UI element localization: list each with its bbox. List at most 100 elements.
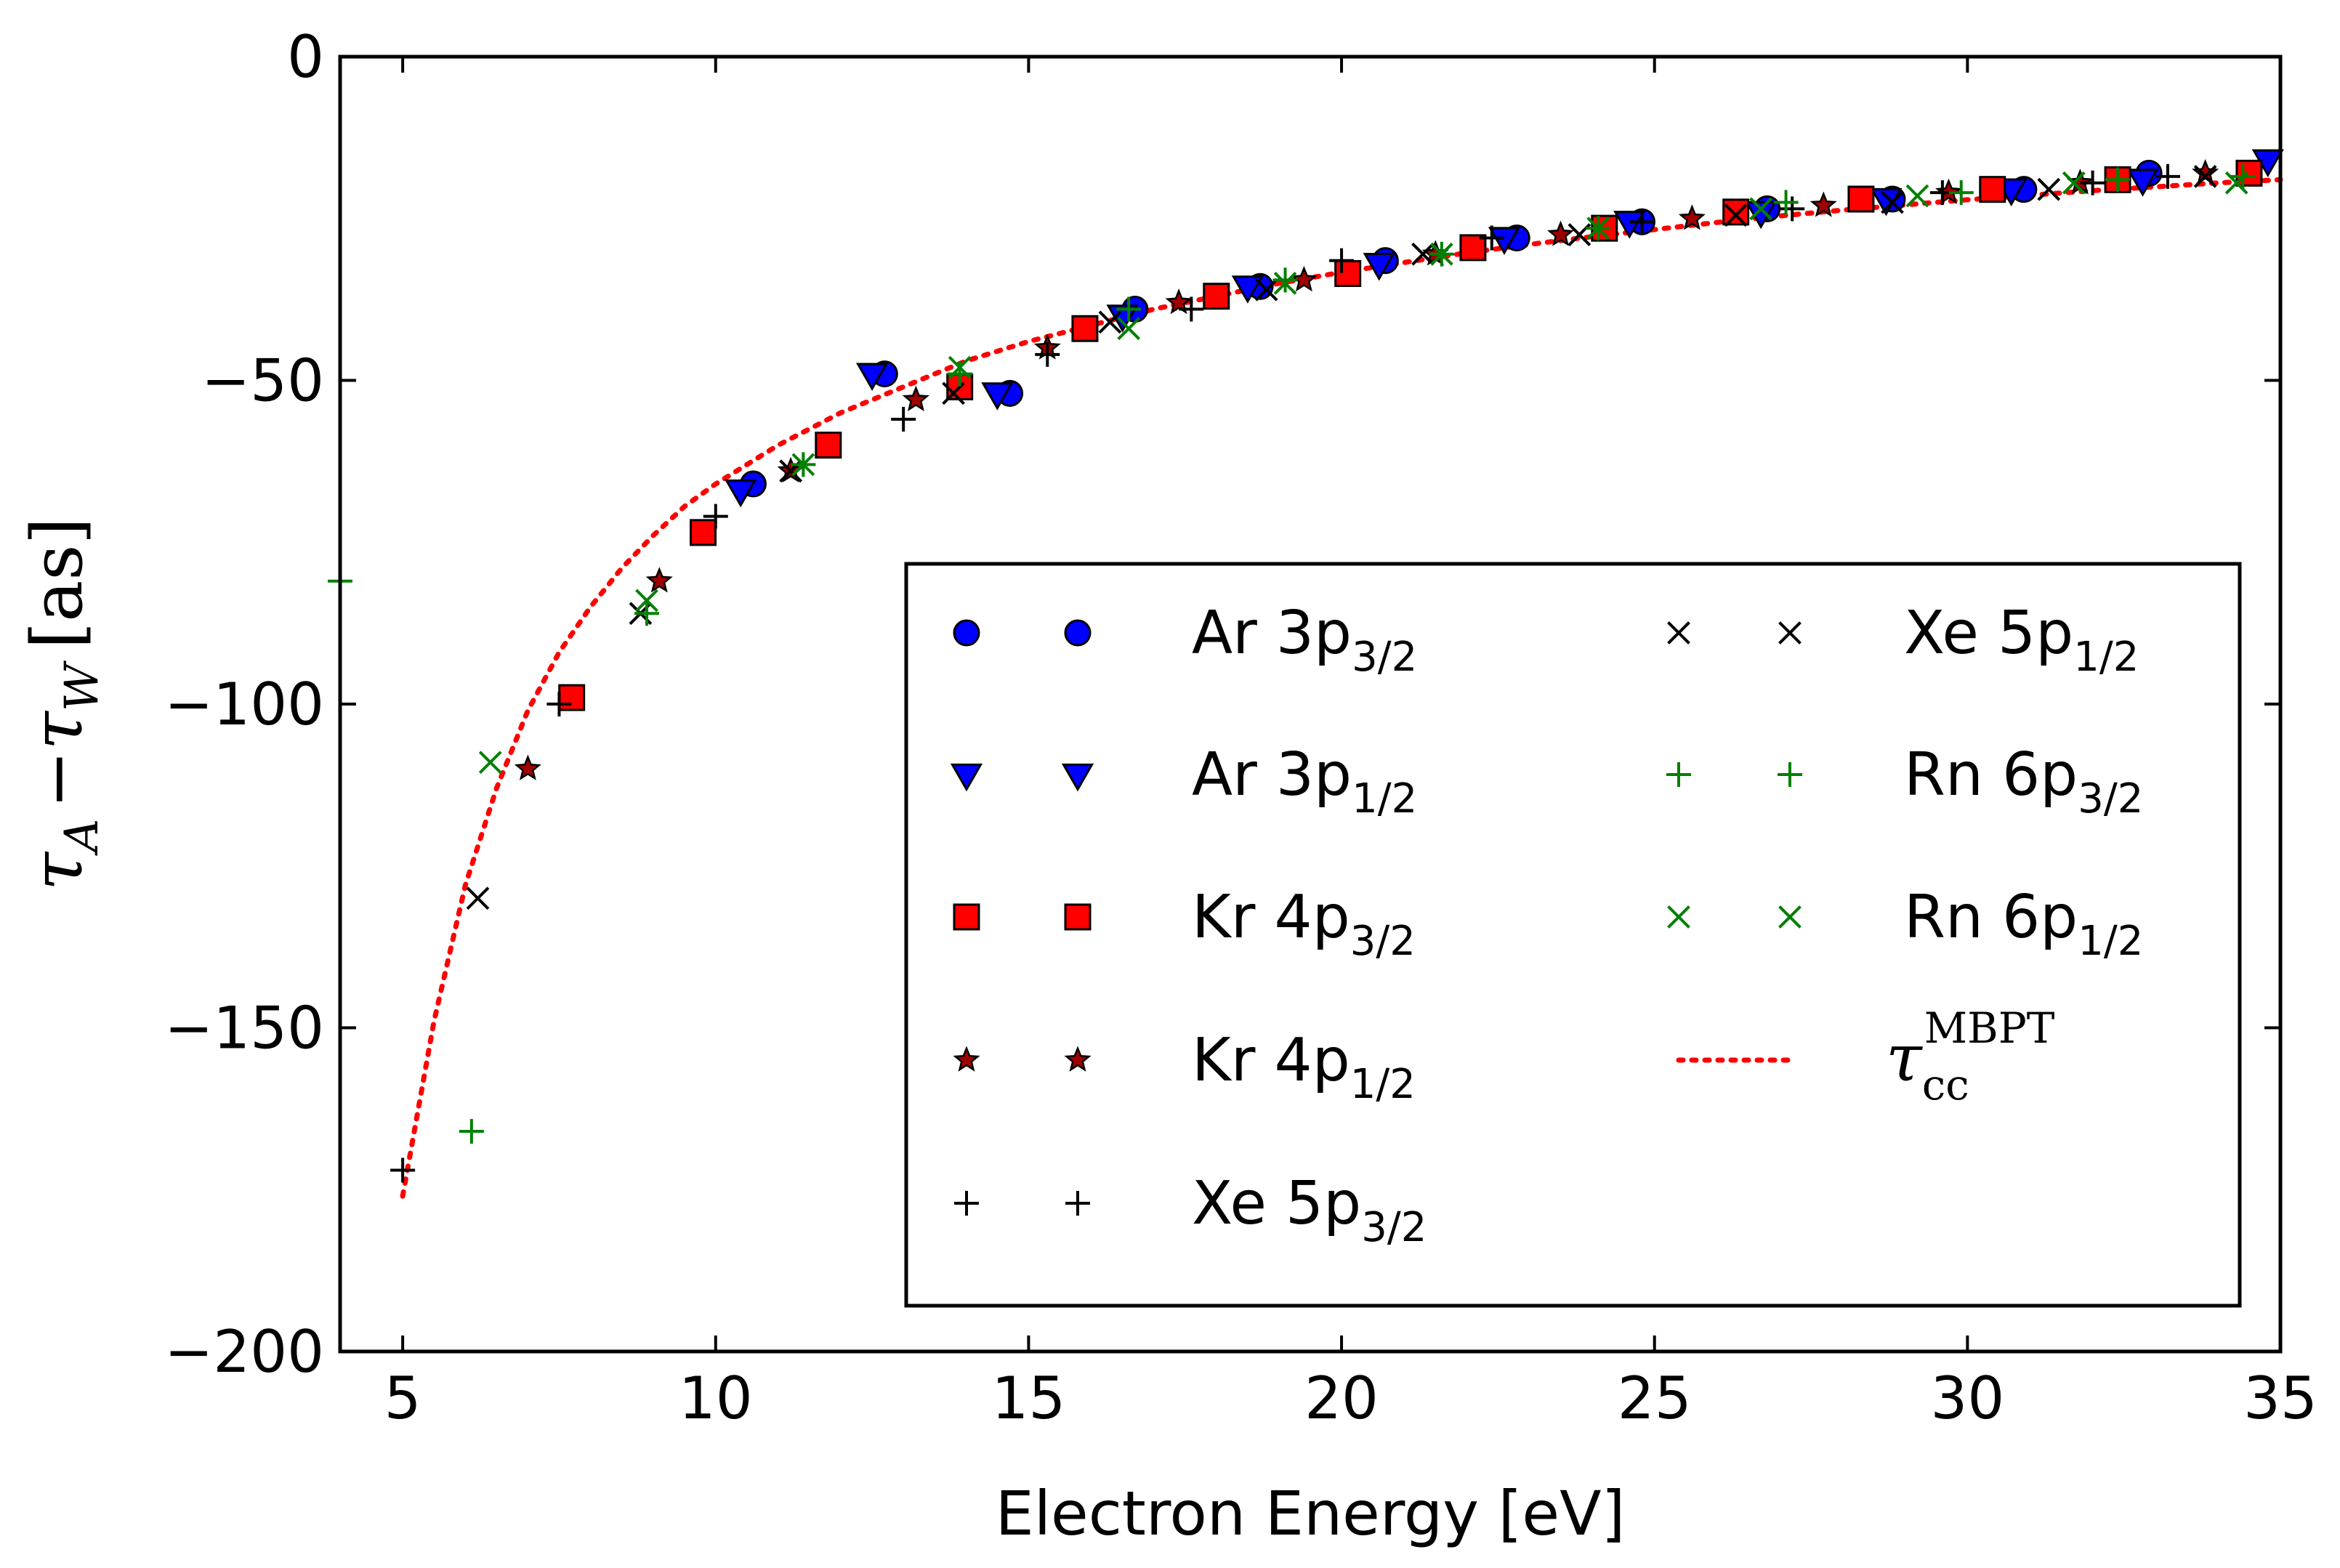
data-point-series-2: [558, 684, 586, 711]
data-point-series-4: [1035, 342, 1060, 367]
data-point-series-4: [2080, 170, 2105, 195]
data-point-series-3: [645, 567, 673, 593]
legend-marker: [953, 903, 980, 931]
y-tick-label: −50: [201, 347, 324, 415]
data-point-series-2: [815, 432, 842, 459]
data-point-series-7: [1586, 217, 1610, 240]
data-point-series-5: [1098, 310, 1122, 334]
data-point-series-2: [690, 519, 717, 546]
data-point-series-1: [1231, 275, 1264, 304]
data-point-series-7: [635, 589, 658, 613]
data-point-series-7: [2224, 171, 2248, 195]
data-point-series-5: [466, 886, 490, 910]
data-point-series-3: [1547, 220, 1575, 246]
legend-marker: [1778, 762, 1802, 787]
legend-marker: [953, 619, 980, 647]
data-point-series-7: [1905, 184, 1929, 208]
y-tick-label: 0: [287, 23, 324, 91]
data-point-series-4: [390, 1157, 416, 1183]
data-point-series-3: [1165, 288, 1193, 315]
data-point-series-7: [948, 355, 972, 379]
y-axis-title-minus: −: [17, 750, 98, 808]
x-tick-label: 25: [1618, 1365, 1692, 1432]
data-point-series-3: [902, 385, 929, 411]
legend-marker: [1778, 621, 1802, 644]
data-point-series-7: [1749, 197, 1772, 221]
data-point-series-1: [725, 479, 757, 508]
legend-marker: [1065, 1191, 1090, 1216]
y-tick-label: −150: [164, 995, 324, 1062]
legend-label: Ar 3p3/2: [1192, 599, 1417, 681]
legend-label-theory: τccMBPT: [1886, 1003, 2055, 1110]
data-point-series-7: [1117, 317, 1141, 341]
data-point-series-6: [1272, 267, 1298, 293]
data-point-series-6: [634, 601, 660, 626]
y-axis-title-tau: τ: [17, 851, 98, 891]
data-point-series-1: [1363, 253, 1395, 281]
data-point-series-7: [791, 453, 815, 477]
legend-label: Xe 5p3/2: [1192, 1169, 1427, 1251]
legend-box: [904, 562, 2242, 1308]
data-point-series-5: [1254, 278, 1278, 302]
data-point-series-6: [1948, 180, 1974, 206]
data-point-series-4: [2155, 163, 2180, 189]
data-point-series-3: [1290, 265, 1318, 292]
y-axis-title-sub-w: W: [55, 660, 109, 711]
data-point-series-4: [1629, 209, 1655, 235]
y-tick-label: −200: [164, 1318, 324, 1386]
data-point-series-7: [1430, 242, 1453, 266]
data-point-series-2: [1459, 234, 1487, 262]
y-axis-title-unit: [as]: [17, 517, 98, 649]
data-point-series-4: [546, 692, 572, 716]
legend-marker: [1064, 619, 1092, 647]
legend-marker: [1064, 903, 1092, 931]
data-point-series-3: [1810, 191, 1837, 217]
svg-text:τA−τW[as]: τA−τW[as]: [17, 517, 109, 891]
data-point-series-5: [1724, 203, 1748, 227]
data-point-series-6: [2105, 167, 2131, 193]
data-point-series-2: [2235, 159, 2263, 187]
legend-marker: [1061, 763, 1094, 792]
legend-label: Rn 6p1/2: [1904, 883, 2143, 965]
data-point-series-7: [478, 751, 502, 775]
data-point-series-3: [2192, 158, 2219, 185]
x-tick-label: 15: [992, 1365, 1066, 1432]
legend: Ar 3p3/2 Ar 3p1/2 Kr 4p3/2 Kr 4p1/2 Xe 5p3/2…: [904, 562, 2242, 1308]
legend-marker: [1667, 905, 1690, 929]
y-tick-label: −100: [164, 671, 324, 738]
data-point-series-3: [514, 754, 541, 780]
x-tick-label: 10: [679, 1365, 753, 1432]
data-point-series-7: [2062, 171, 2086, 195]
data-point-series-2: [1203, 283, 1230, 310]
data-point-series-4: [1329, 248, 1355, 273]
data-point-series-6: [459, 1119, 484, 1144]
data-point-series-6: [1773, 190, 1799, 215]
data-point-series-2: [1071, 315, 1099, 342]
x-tick-label: 5: [384, 1365, 421, 1432]
data-point-series-2: [1722, 198, 1750, 226]
data-point-series-5: [2037, 177, 2061, 201]
y-axis-title-tau-2: τ: [17, 710, 98, 750]
data-point-series-5: [1881, 190, 1904, 214]
legend-label: Kr 4p3/2: [1192, 883, 1416, 965]
data-point-series-2: [1334, 259, 1362, 287]
legend-marker: [1667, 621, 1690, 644]
data-point-series-1: [855, 363, 889, 391]
data-point-series-5: [1411, 242, 1435, 266]
data-point-series-4: [1780, 196, 1805, 222]
legend-marker: [1666, 762, 1691, 787]
data-point-series-1: [1613, 211, 1646, 239]
data-point-series-6: [1116, 296, 1142, 322]
legend-marker: [953, 1046, 980, 1072]
legend-label: Kr 4p1/2: [1192, 1026, 1416, 1108]
x-axis-title: Electron Energy [eV]: [996, 1478, 1626, 1549]
x-tick-label: 35: [2243, 1365, 2317, 1432]
legend-label: Xe 5p1/2: [1904, 599, 2139, 681]
x-tick-label: 30: [1930, 1365, 2004, 1432]
y-axis-title-sub-a: A: [55, 819, 109, 856]
data-point-series-2: [1847, 185, 1875, 213]
data-point-series-7: [1273, 271, 1297, 295]
data-point-series-3: [1678, 204, 1706, 230]
data-point-series-1: [981, 382, 1014, 411]
